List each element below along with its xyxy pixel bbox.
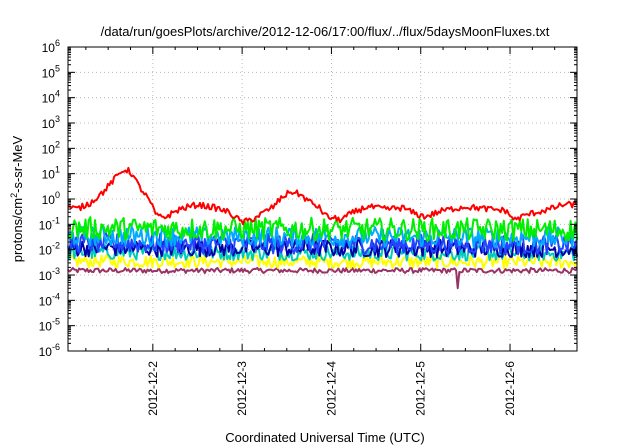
y-axis: 10-6 10-5 10-4 10-3 10-2 10-1 100 101 102 103 104 1… [39,38,577,359]
y-axis-label-rest: -s-sr-MeV [10,135,25,192]
y-tick-label: 10-6 [39,342,60,359]
x-tick-label: 2012-12-3 [235,361,249,416]
y-tick-label: 103 [42,114,60,131]
x-tick-label: 2012-12-6 [503,361,517,416]
series-line-2 [67,216,578,242]
data-series [67,166,578,290]
x-tick-label: 2012-12-4 [324,361,338,416]
series-line-8 [67,267,578,290]
y-tick-label: 10-5 [39,317,60,334]
y-axis-label: protons/cm2-s-sr-MeV [9,135,25,262]
y-tick-label: 10-1 [39,215,60,232]
series-line-1 [67,166,578,226]
y-tick-label: 10-4 [39,291,60,308]
y-axis-label-main: protons/cm [10,198,25,262]
grid [68,47,577,351]
y-tick-label: 106 [42,38,60,55]
x-axis: 2012-12-2 2012-12-3 2012-12-4 2012-12-5 2012… [85,47,578,416]
y-tick-label: 10-3 [39,266,60,283]
y-axis-label-superscript: 2 [9,193,19,198]
y-tick-label: 100 [42,190,60,207]
y-tick-label: 101 [42,165,60,182]
y-tick-label: 10-2 [39,241,60,258]
x-tick-label: 2012-12-5 [414,361,428,416]
chart-title: /data/run/goesPlots/archive/2012-12-06/1… [101,24,550,39]
y-tick-label: 105 [42,63,60,80]
x-axis-label: Coordinated Universal Time (UTC) [225,430,424,445]
x-tick-label: 2012-12-2 [146,361,160,416]
y-tick-label: 102 [42,139,60,156]
y-tick-label: 104 [42,89,60,106]
